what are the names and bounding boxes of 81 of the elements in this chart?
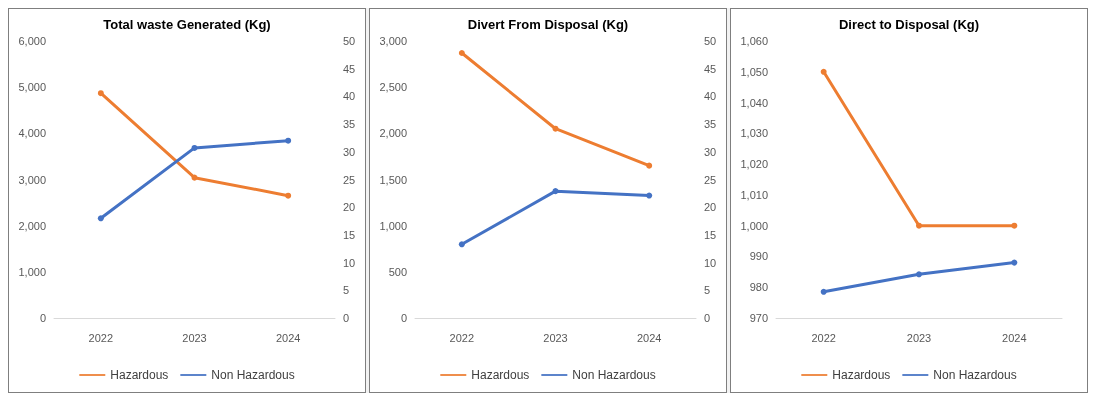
y2-tick-label: 15 bbox=[704, 228, 717, 241]
legend-label: Hazardous bbox=[471, 368, 530, 382]
point bbox=[646, 192, 653, 199]
point bbox=[191, 144, 198, 151]
x-tick-label: 2023 bbox=[906, 331, 932, 344]
y2-tick-label: 30 bbox=[343, 145, 356, 158]
point bbox=[97, 90, 104, 97]
point bbox=[285, 192, 292, 199]
y2-tick-label: 30 bbox=[704, 145, 717, 158]
x-tick-label: 2022 bbox=[449, 331, 475, 344]
point bbox=[552, 188, 559, 195]
y2-tick-label: 40 bbox=[343, 90, 356, 103]
chart-title: Direct to Disposal (Kg) bbox=[838, 17, 980, 32]
y2-tick-label: 25 bbox=[343, 173, 356, 186]
point bbox=[916, 222, 922, 229]
x-tick-label: 2022 bbox=[811, 331, 836, 344]
y2-tick-label: 0 bbox=[343, 312, 350, 324]
y-tick-label: 2,000 bbox=[379, 127, 407, 140]
y-tick-label: 970 bbox=[749, 312, 768, 324]
y2-tick-label: 25 bbox=[704, 173, 717, 186]
y-tick-label: 3,000 bbox=[379, 35, 407, 47]
point bbox=[1011, 259, 1018, 266]
point bbox=[820, 68, 827, 75]
y-tick-label: 1,030 bbox=[740, 127, 768, 140]
y-tick-label: 0 bbox=[400, 312, 407, 324]
point bbox=[97, 215, 104, 222]
y2-tick-label: 45 bbox=[343, 62, 356, 75]
point bbox=[285, 137, 292, 144]
y2-tick-label: 40 bbox=[704, 90, 717, 103]
y2-tick-label: 50 bbox=[704, 35, 717, 47]
y-tick-label: 500 bbox=[388, 265, 407, 278]
y-tick-label: 0 bbox=[39, 312, 46, 324]
y2-tick-label: 10 bbox=[343, 256, 356, 269]
y2-tick-label: 45 bbox=[704, 62, 717, 75]
legend-label: Non Hazardous bbox=[572, 368, 656, 382]
y-tick-label: 1,000 bbox=[740, 219, 768, 232]
point bbox=[458, 50, 465, 56]
y-tick-label: 1,010 bbox=[740, 188, 768, 201]
point bbox=[458, 241, 465, 248]
x-tick-label: 2024 bbox=[1002, 331, 1027, 344]
y-tick-label: 5,000 bbox=[18, 81, 46, 94]
y-tick-label: 2,500 bbox=[379, 81, 407, 94]
y-tick-label: 980 bbox=[749, 281, 768, 294]
y-tick-label: 1,500 bbox=[379, 173, 407, 186]
chart-title: Total waste Generated (Kg) bbox=[103, 17, 271, 32]
legend-label: Non Hazardous bbox=[211, 368, 295, 382]
y-tick-label: 1,020 bbox=[740, 158, 768, 171]
y-tick-label: 1,000 bbox=[379, 219, 407, 232]
y-tick-label: 2,000 bbox=[18, 219, 46, 232]
y-tick-label: 1,060 bbox=[740, 35, 768, 47]
y-tick-label: 990 bbox=[749, 250, 768, 263]
legend-label: Hazardous bbox=[110, 368, 169, 382]
y-tick-label: 6,000 bbox=[18, 35, 46, 47]
y-tick-label: 3,000 bbox=[18, 173, 46, 186]
y2-tick-label: 5 bbox=[343, 284, 350, 297]
y2-tick-label: 35 bbox=[704, 118, 717, 131]
y-tick-label: 1,000 bbox=[18, 265, 46, 278]
point bbox=[1011, 222, 1018, 229]
legend-label: Hazardous bbox=[832, 368, 891, 382]
y2-tick-label: 15 bbox=[343, 228, 356, 241]
point bbox=[916, 271, 922, 278]
point bbox=[646, 162, 653, 169]
point bbox=[552, 125, 559, 132]
y2-tick-label: 20 bbox=[704, 201, 717, 214]
x-tick-label: 2024 bbox=[275, 331, 301, 344]
y2-tick-label: 20 bbox=[343, 201, 356, 214]
y2-tick-label: 0 bbox=[704, 312, 711, 324]
chart-title: Divert From Disposal (Kg) bbox=[467, 17, 629, 32]
x-tick-label: 2022 bbox=[88, 331, 114, 344]
x-tick-label: 2023 bbox=[182, 331, 207, 344]
point bbox=[820, 288, 827, 295]
y-tick-label: 1,050 bbox=[740, 65, 768, 78]
y-tick-label: 4,000 bbox=[18, 127, 46, 140]
y2-tick-label: 50 bbox=[343, 35, 356, 47]
y-tick-label: 1,040 bbox=[740, 96, 768, 109]
y2-tick-label: 10 bbox=[704, 256, 717, 269]
y2-tick-label: 35 bbox=[343, 118, 356, 131]
x-tick-label: 2024 bbox=[636, 331, 662, 344]
y2-tick-label: 5 bbox=[704, 284, 711, 297]
x-tick-label: 2023 bbox=[543, 331, 568, 344]
legend-label: Non Hazardous bbox=[933, 368, 1017, 382]
